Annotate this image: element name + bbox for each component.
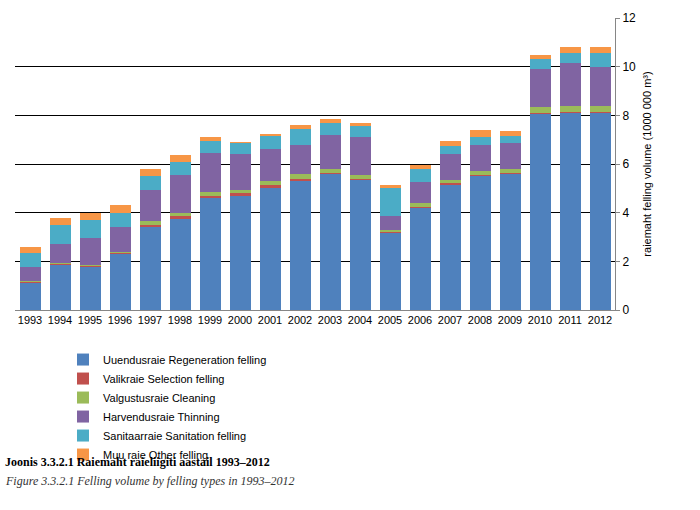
svg-text:Uuendusraie Regeneration felli: Uuendusraie Regeneration felling bbox=[103, 354, 266, 366]
svg-text:2003: 2003 bbox=[318, 314, 342, 326]
svg-text:2006: 2006 bbox=[408, 314, 432, 326]
svg-text:Figure 3.3.2.1 Felling volume: Figure 3.3.2.1 Felling volume by felling… bbox=[5, 474, 295, 488]
svg-text:Valgustusraie Cleaning: Valgustusraie Cleaning bbox=[103, 392, 215, 404]
svg-text:12: 12 bbox=[622, 11, 636, 25]
svg-text:4: 4 bbox=[622, 206, 629, 220]
svg-text:6: 6 bbox=[622, 157, 629, 171]
svg-text:2: 2 bbox=[622, 255, 629, 269]
svg-text:Muu raie Other felling: Muu raie Other felling bbox=[103, 449, 208, 461]
svg-text:2008: 2008 bbox=[468, 314, 492, 326]
svg-text:1996: 1996 bbox=[108, 314, 132, 326]
svg-text:Joonis 3.3.2.1 Raiemaht raieli: Joonis 3.3.2.1 Raiemaht raieliigiti aast… bbox=[5, 455, 270, 469]
svg-text:1999: 1999 bbox=[198, 314, 222, 326]
svg-text:1993: 1993 bbox=[18, 314, 42, 326]
svg-text:2011: 2011 bbox=[558, 314, 582, 326]
svg-text:8: 8 bbox=[622, 109, 629, 123]
svg-text:2000: 2000 bbox=[228, 314, 252, 326]
svg-text:1998: 1998 bbox=[168, 314, 192, 326]
svg-text:Valikraie Selection felling: Valikraie Selection felling bbox=[103, 373, 224, 385]
svg-text:2001: 2001 bbox=[258, 314, 282, 326]
svg-text:2010: 2010 bbox=[528, 314, 552, 326]
svg-text:2009: 2009 bbox=[498, 314, 522, 326]
svg-text:2012: 2012 bbox=[588, 314, 612, 326]
svg-text:2005: 2005 bbox=[378, 314, 402, 326]
svg-text:Sanitaarraie Sanitation fellin: Sanitaarraie Sanitation felling bbox=[103, 430, 246, 442]
svg-text:raiemaht felling volume (1000: raiemaht felling volume (1000 000 m³) bbox=[641, 71, 653, 256]
svg-text:10: 10 bbox=[622, 60, 636, 74]
svg-text:2002: 2002 bbox=[288, 314, 312, 326]
svg-text:1997: 1997 bbox=[138, 314, 162, 326]
svg-text:Harvendusraie Thinning: Harvendusraie Thinning bbox=[103, 411, 220, 423]
svg-text:1995: 1995 bbox=[78, 314, 102, 326]
svg-text:1994: 1994 bbox=[48, 314, 72, 326]
svg-text:2007: 2007 bbox=[438, 314, 462, 326]
svg-text:2004: 2004 bbox=[348, 314, 372, 326]
svg-text:0: 0 bbox=[622, 303, 629, 317]
